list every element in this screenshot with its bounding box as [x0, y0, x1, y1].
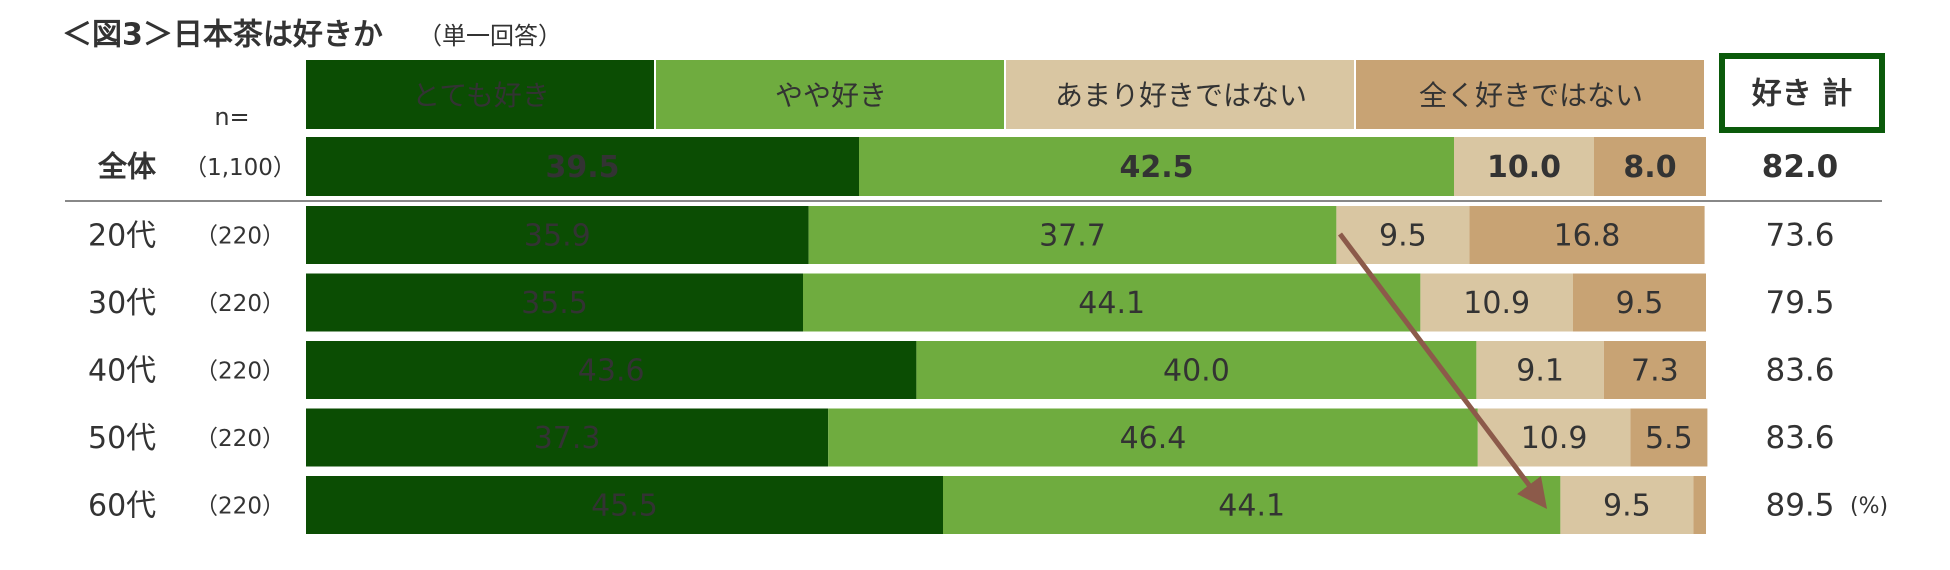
- category-label: 50代: [88, 421, 156, 456]
- n-label: （220）: [195, 494, 285, 520]
- chart-subtitle: （単一回答）: [418, 22, 562, 50]
- total-label: 83.6: [1765, 353, 1834, 389]
- category-label: 60代: [88, 489, 156, 524]
- bar-segment: [306, 408, 829, 467]
- value-label: 43.6: [578, 354, 645, 389]
- bar-segment: [1476, 341, 1604, 399]
- total-header-box: [1719, 53, 1885, 133]
- legend-label: 全く好きではない: [1419, 79, 1643, 112]
- value-label: 37.7: [1039, 219, 1106, 254]
- category-label: 20代: [88, 219, 156, 254]
- value-label: 10.9: [1463, 286, 1530, 321]
- legend-label: とても好き: [412, 79, 550, 112]
- value-label: 16.8: [1554, 219, 1621, 254]
- legend-label: やや好き: [775, 79, 887, 112]
- category-label: 40代: [88, 354, 156, 389]
- bar-segment: [859, 137, 1454, 196]
- unit-label: (%): [1850, 494, 1888, 519]
- bar-segment: [1477, 408, 1631, 467]
- trend-arrow: [1338, 232, 1548, 509]
- value-label: 9.1: [1516, 354, 1564, 389]
- bar-segment: [306, 341, 917, 399]
- total-label: 73.6: [1765, 218, 1834, 254]
- bar-segment: [1336, 206, 1470, 264]
- n-label: （220）: [195, 359, 285, 385]
- bar-segment: [1469, 206, 1705, 264]
- chart-title: ＜図3＞日本茶は好きか: [62, 18, 383, 53]
- total-label: 89.5: [1765, 488, 1834, 524]
- value-label: 5.5: [1645, 421, 1693, 456]
- value-label: 10.9: [1521, 421, 1588, 456]
- bar-segment: [306, 476, 943, 534]
- legend-cell: [306, 60, 654, 129]
- bar-segment: [1594, 137, 1706, 196]
- n-label: （1,100）: [184, 155, 296, 181]
- value-label: 40.0: [1163, 354, 1230, 389]
- bar-segment: [1603, 341, 1706, 399]
- n-header: n=: [214, 103, 249, 131]
- bar-segment: [916, 341, 1477, 399]
- bar-segment: [1693, 476, 1706, 534]
- bar-segment: [1573, 273, 1706, 332]
- legend-cell: [1356, 60, 1704, 129]
- bar-segment: [1454, 137, 1594, 196]
- value-label: 45.5: [591, 489, 658, 524]
- total-label: 79.5: [1765, 285, 1834, 321]
- value-label: 46.4: [1120, 421, 1187, 456]
- n-label: （220）: [195, 426, 285, 452]
- bar-segment: [803, 273, 1421, 332]
- value-label: 7.3: [1631, 354, 1679, 389]
- total-header: 好き 計: [1751, 77, 1852, 112]
- n-label: （220）: [195, 224, 285, 250]
- n-label: （220）: [195, 291, 285, 317]
- bar-segment: [943, 476, 1561, 534]
- legend-label: あまり好きではない: [1055, 79, 1307, 112]
- value-label: 10.0: [1487, 150, 1561, 185]
- bar-segment: [306, 206, 809, 264]
- legend-cell: [1006, 60, 1354, 129]
- value-label: 8.0: [1623, 150, 1676, 185]
- value-label: 35.5: [521, 286, 588, 321]
- total-label: 83.6: [1765, 420, 1834, 456]
- bar-segment: [306, 273, 803, 332]
- total-label: 82.0: [1762, 149, 1839, 185]
- bar-segment: [1560, 476, 1694, 534]
- value-label: 9.5: [1379, 219, 1427, 254]
- value-label: 37.3: [534, 421, 601, 456]
- bar-segment: [808, 206, 1337, 264]
- value-label: 9.5: [1616, 286, 1664, 321]
- value-label: 44.1: [1078, 286, 1145, 321]
- value-label: 42.5: [1119, 150, 1193, 185]
- value-label: 44.1: [1218, 489, 1285, 524]
- bar-segment: [1420, 273, 1573, 332]
- category-label: 30代: [88, 286, 156, 321]
- category-label: 全体: [97, 150, 157, 184]
- value-label: 9.5: [1603, 489, 1651, 524]
- bar-segment: [1630, 408, 1708, 467]
- bar-segment: [306, 137, 859, 196]
- value-label: 35.9: [524, 219, 591, 254]
- value-label: 39.5: [545, 150, 619, 185]
- bar-segment: [828, 408, 1478, 467]
- legend-cell: [656, 60, 1004, 129]
